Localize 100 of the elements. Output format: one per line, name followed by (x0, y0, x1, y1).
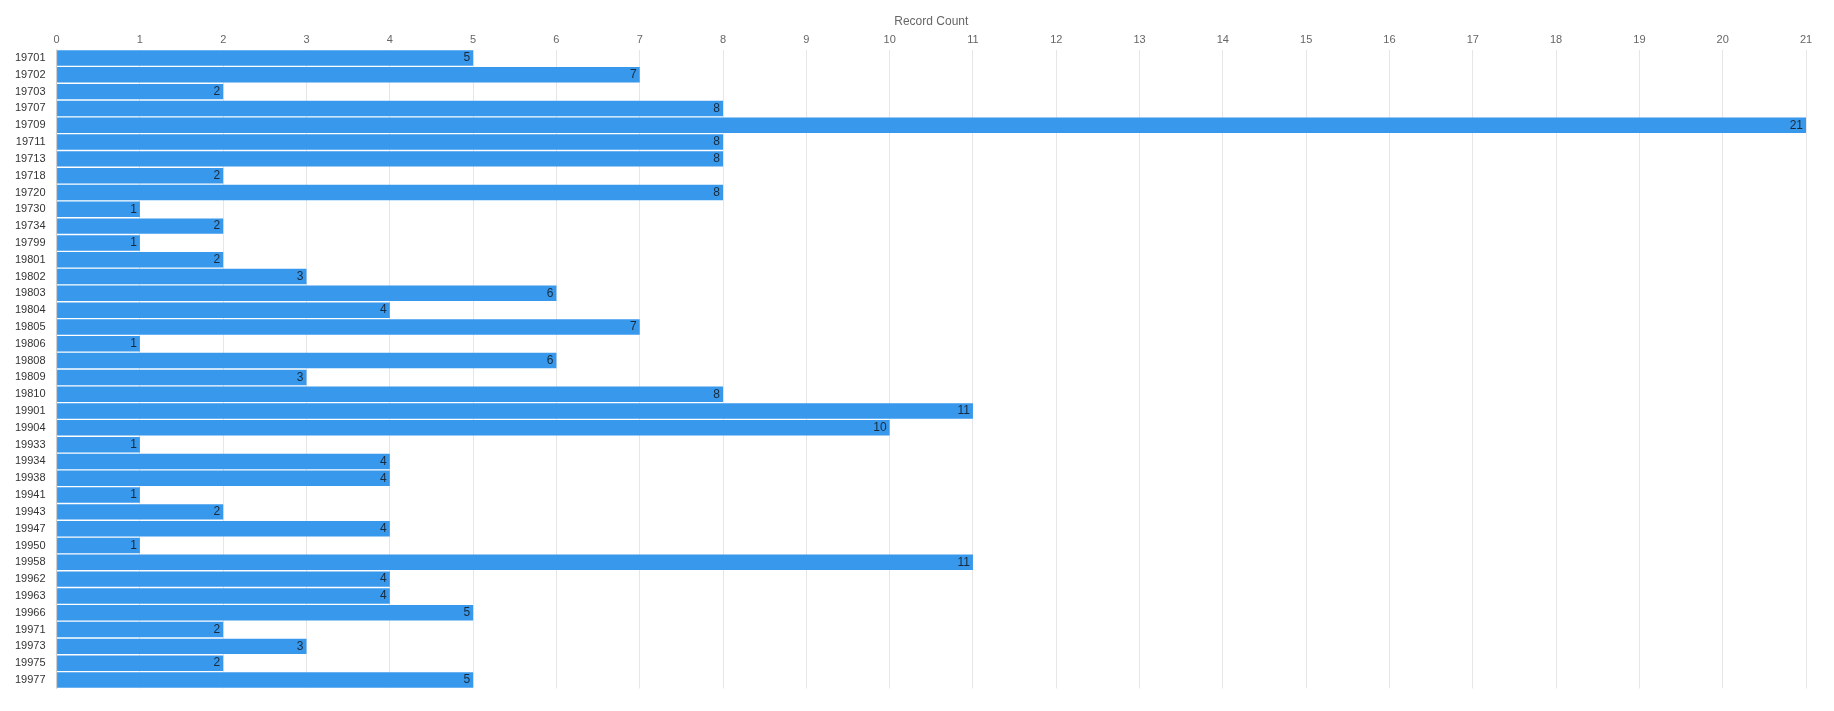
y-tick-label: 19802 (14, 269, 46, 282)
data-label: 7 (630, 319, 638, 334)
data-label: 3 (296, 369, 304, 384)
data-label: 2 (213, 167, 221, 182)
y-tick-label: 19713 (14, 151, 46, 164)
x-axis-title: Record Count (894, 13, 969, 28)
y-tick-label: 19904 (14, 420, 46, 433)
data-label: 4 (380, 453, 388, 468)
bar (57, 537, 140, 554)
y-tick-label: 19701 (14, 51, 46, 64)
y-tick-label: 19977 (14, 673, 46, 686)
data-label: 8 (713, 184, 721, 199)
data-label: 5 (463, 50, 471, 65)
x-tick-label: 10 (883, 33, 896, 46)
y-tick-label: 19971 (14, 622, 46, 635)
bar (57, 184, 724, 201)
y-tick-label: 19901 (14, 404, 46, 417)
data-label: 10 (873, 420, 887, 435)
data-label: 4 (380, 571, 388, 586)
y-tick-label: 19806 (14, 336, 46, 349)
y-tick-label: 19941 (14, 488, 46, 501)
y-tick-label: 19720 (14, 185, 46, 198)
data-label: 21 (1789, 117, 1804, 132)
data-label: 2 (213, 83, 221, 98)
data-label: 2 (213, 621, 221, 636)
data-label: 1 (130, 537, 138, 552)
x-tick-label: 5 (470, 33, 477, 46)
y-tick-label: 19963 (14, 588, 46, 601)
data-label: 6 (546, 285, 554, 300)
bar (57, 453, 390, 470)
y-tick-label: 19801 (14, 252, 46, 265)
x-tick-label: 2 (220, 33, 227, 46)
y-tick-label: 19966 (14, 605, 46, 618)
y-tick-label: 19730 (14, 202, 46, 215)
data-label: 5 (463, 672, 471, 687)
x-tick-label: 15 (1300, 33, 1313, 46)
y-tick-label: 19934 (14, 454, 46, 467)
y-tick-label: 19938 (14, 471, 46, 484)
y-tick-label: 19803 (14, 286, 46, 299)
x-tick-label: 19 (1633, 33, 1646, 46)
x-tick-label: 11 (967, 33, 979, 46)
data-label: 11 (957, 554, 971, 569)
data-label: 8 (713, 386, 721, 401)
y-tick-label: 19707 (14, 101, 46, 114)
data-label: 8 (713, 151, 721, 166)
y-tick-label: 19973 (14, 639, 46, 652)
data-label: 2 (213, 504, 221, 519)
y-tick-label: 19718 (14, 168, 46, 181)
y-tick-label: 19975 (14, 656, 46, 669)
data-label: 4 (380, 521, 388, 536)
data-label: 2 (213, 655, 221, 670)
x-tick-label: 16 (1383, 33, 1396, 46)
x-tick-label: 7 (636, 33, 643, 46)
data-label: 5 (463, 605, 471, 620)
y-tick-label: 19703 (14, 84, 46, 97)
y-tick-label: 19933 (14, 437, 46, 450)
y-tick-label: 19947 (14, 521, 46, 534)
x-tick-label: 13 (1133, 33, 1146, 46)
bar (57, 100, 724, 117)
y-tick-label: 19799 (14, 235, 46, 248)
bar (57, 268, 307, 285)
x-tick-label: 6 (553, 33, 560, 46)
data-label: 6 (546, 352, 554, 367)
y-tick-label: 19734 (14, 219, 46, 232)
y-tick-label: 19702 (14, 67, 46, 80)
y-tick-label: 19958 (14, 555, 46, 568)
data-label: 1 (130, 235, 138, 250)
data-label: 4 (380, 588, 388, 603)
y-tick-label: 19709 (14, 118, 46, 131)
x-tick-label: 3 (303, 33, 310, 46)
data-label: 1 (130, 436, 138, 451)
data-label: 8 (713, 100, 721, 115)
data-label: 4 (380, 302, 388, 317)
y-tick-label: 19808 (14, 353, 46, 366)
y-tick-label: 19962 (14, 572, 46, 585)
data-label: 1 (130, 201, 138, 216)
data-label: 2 (213, 252, 221, 267)
x-tick-label: 17 (1466, 33, 1479, 46)
x-tick-label: 8 (719, 33, 727, 46)
data-label: 7 (630, 67, 638, 82)
y-tick-label: 19711 (15, 135, 46, 148)
x-tick-label: 0 (53, 33, 60, 46)
x-tick-label: 12 (1050, 33, 1063, 46)
bar (57, 621, 224, 638)
data-label: 2 (213, 218, 221, 233)
data-label: 1 (130, 336, 138, 351)
data-label: 3 (296, 638, 304, 653)
y-tick-label: 19943 (14, 504, 46, 517)
data-label: 4 (380, 470, 388, 485)
x-tick-label: 14 (1216, 33, 1229, 46)
y-tick-label: 19809 (14, 370, 46, 383)
data-label: 1 (130, 487, 138, 502)
x-tick-label: 21 (1799, 33, 1813, 46)
y-tick-label: 19805 (14, 320, 46, 332)
x-tick-label: 4 (386, 33, 393, 46)
x-tick-label: 18 (1549, 33, 1563, 46)
y-tick-label: 19810 (14, 387, 46, 400)
y-tick-label: 19950 (14, 538, 46, 551)
data-label: 3 (296, 268, 304, 283)
x-tick-label: 20 (1716, 33, 1729, 46)
